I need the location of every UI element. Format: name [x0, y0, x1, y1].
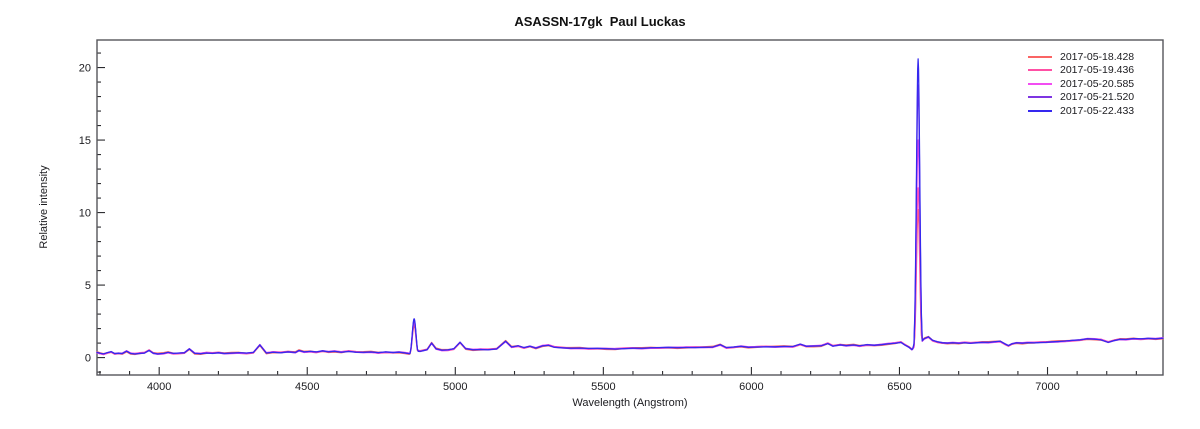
x-tick-label: 5500	[591, 381, 615, 393]
legend-label: 2017-05-22.433	[1060, 104, 1135, 117]
legend-item: 2017-05-20.585	[1028, 77, 1134, 91]
legend-item: 2017-05-19.436	[1028, 64, 1134, 78]
spectrum-series-1	[96, 209, 1164, 356]
legend-line-swatch	[1028, 109, 1052, 112]
legend-label: 2017-05-21.520	[1060, 91, 1135, 104]
x-tick-label: 7000	[1035, 381, 1059, 393]
y-tick-label: 15	[79, 135, 91, 147]
chart-title: ASASSN-17gk Paul Luckas	[514, 14, 686, 29]
x-tick-label: 5000	[443, 381, 467, 393]
spectrum-series-5	[96, 58, 1164, 355]
x-tick-label: 6000	[739, 381, 763, 393]
x-tick-label: 6500	[887, 381, 911, 393]
legend: 2017-05-18.428 2017-05-19.436 2017-05-20.5…	[1028, 50, 1134, 118]
legend-label: 2017-05-18.428	[1060, 50, 1135, 63]
spectrum-series-4	[96, 84, 1164, 355]
y-tick-label: 0	[85, 353, 91, 365]
legend-label: 2017-05-20.585	[1060, 77, 1135, 90]
y-axis-label: Relative intensity	[38, 165, 50, 249]
legend-line-swatch	[1028, 55, 1052, 58]
y-tick-label: 5	[85, 280, 91, 292]
legend-label: 2017-05-19.436	[1060, 64, 1135, 77]
legend-item: 2017-05-22.433	[1028, 104, 1134, 118]
legend-line-swatch	[1028, 96, 1052, 99]
plot-frame	[96, 39, 1164, 376]
x-axis-label: Wavelength (Angstrom)	[572, 397, 688, 409]
legend-line-swatch	[1028, 82, 1052, 85]
x-tick-label: 4500	[295, 381, 319, 393]
spectrum-series-2	[96, 187, 1164, 356]
legend-line-swatch	[1028, 69, 1052, 72]
spectrum-series-3	[96, 139, 1164, 356]
y-tick-label: 10	[79, 208, 91, 220]
legend-item: 2017-05-21.520	[1028, 91, 1134, 105]
y-tick-label: 20	[79, 63, 91, 75]
x-tick-label: 4000	[147, 381, 171, 393]
legend-item: 2017-05-18.428	[1028, 50, 1134, 64]
